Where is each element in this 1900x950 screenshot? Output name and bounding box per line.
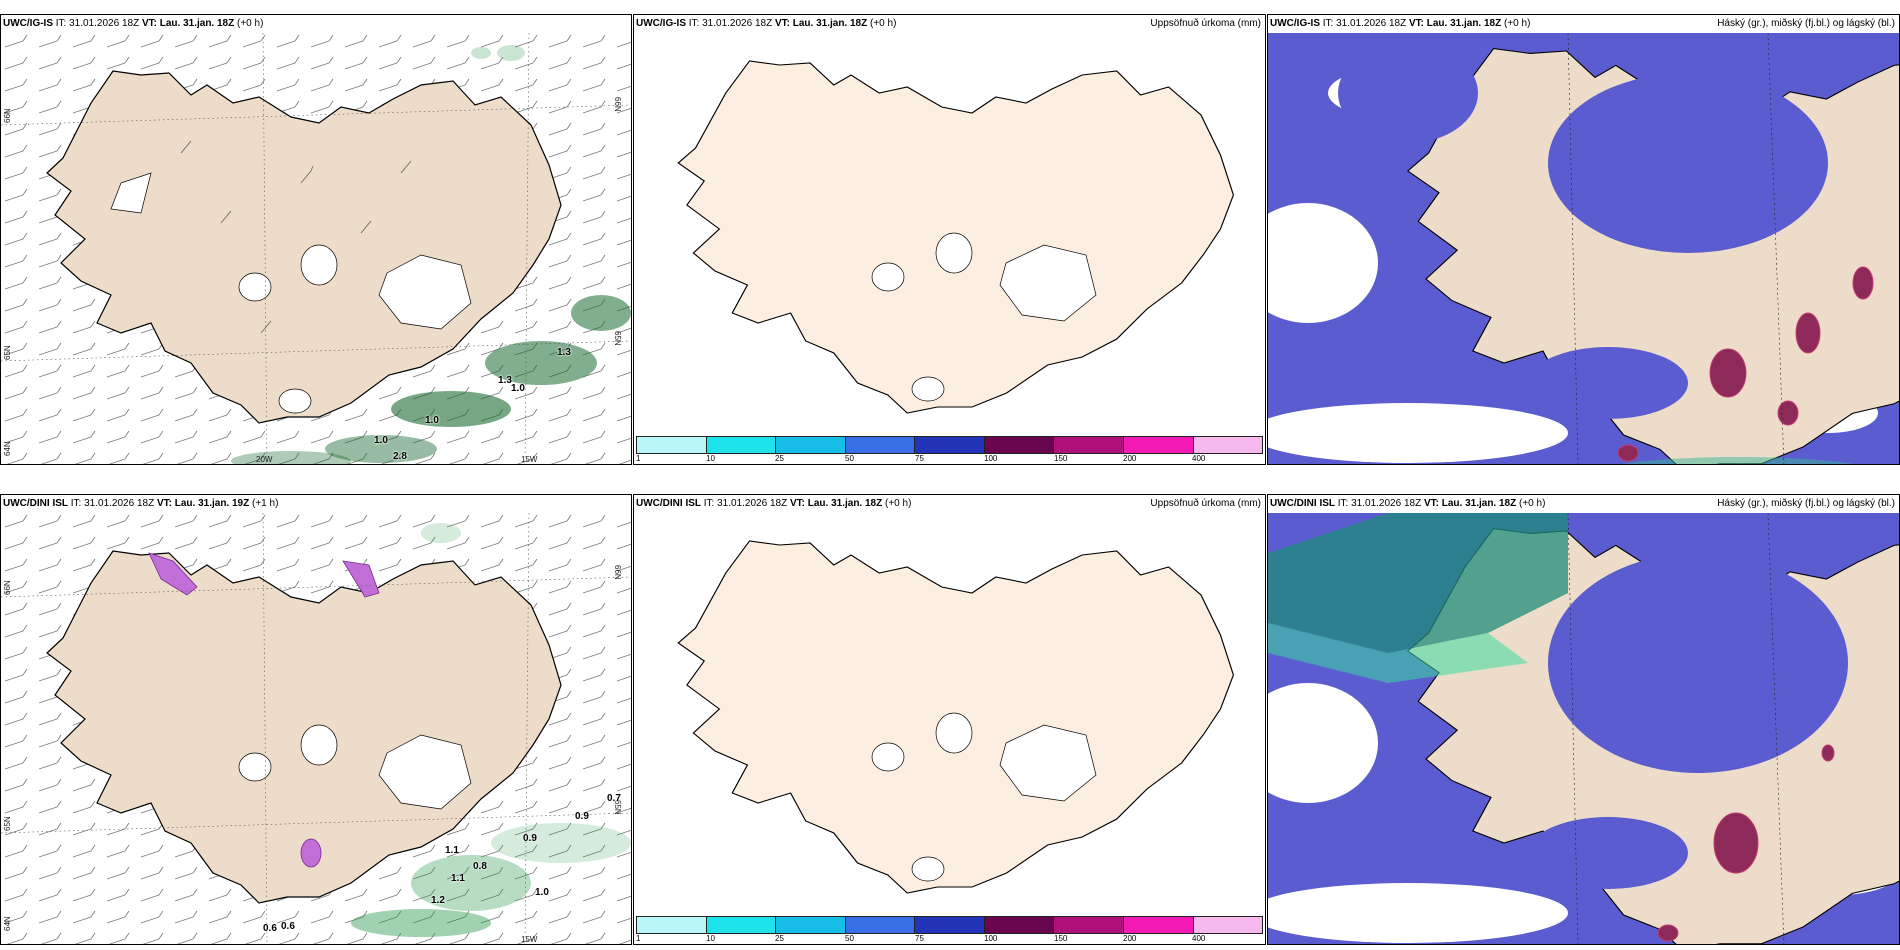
lat-label: 66N bbox=[613, 97, 623, 112]
precip-label: 1.2 bbox=[431, 895, 445, 906]
colorbar-swatch bbox=[845, 917, 916, 933]
colorbar-tick: 150 bbox=[1054, 454, 1068, 463]
colorbar-swatches bbox=[636, 436, 1263, 454]
lat-label: 66N bbox=[3, 108, 12, 123]
colorbar-swatch bbox=[915, 917, 985, 933]
colorbar-tick: 75 bbox=[915, 454, 924, 463]
lon-label: 20W bbox=[256, 455, 273, 464]
colorbar-tick: 1 bbox=[636, 454, 641, 463]
lat-label: 64N bbox=[3, 441, 12, 456]
iceland-map bbox=[634, 33, 1265, 434]
colorbar-swatch bbox=[637, 917, 707, 933]
colorbar-tick: 25 bbox=[775, 934, 784, 943]
colorbar: 1 10 25 50 75 100 150 200 400 bbox=[634, 914, 1265, 944]
cloud-map bbox=[1268, 33, 1899, 464]
colorbar-swatch bbox=[1193, 437, 1263, 453]
lat-label: 65N bbox=[3, 345, 12, 360]
colorbar-swatch bbox=[984, 917, 1055, 933]
precip-label: 0.8 bbox=[473, 861, 487, 872]
panel-title: UWC/IG-IS IT: 31.01.2026 18Z VT: Lau. 31… bbox=[1270, 18, 1531, 29]
precip-label: 2.8 bbox=[393, 451, 407, 462]
colorbar-tick: 200 bbox=[1123, 454, 1137, 463]
colorbar-swatch bbox=[845, 437, 916, 453]
precip-label: 0.6 bbox=[263, 923, 277, 934]
panel-accum-precip-top: UWC/IG-IS IT: 31.01.2026 18Z VT: Lau. 31… bbox=[633, 14, 1266, 465]
panel-field-title: Uppsöfnuð úrkoma (mm) bbox=[1150, 18, 1261, 29]
panel-field-title: Háský (gr.), miðský (fj.bl.) og lágský (… bbox=[1717, 498, 1895, 509]
panel-clouds-bottom: UWC/DINI ISL IT: 31.01.2026 18Z VT: Lau.… bbox=[1267, 494, 1900, 945]
panel-title: UWC/DINI ISL IT: 31.01.2026 18Z VT: Lau.… bbox=[3, 498, 279, 509]
precip-label: 0.9 bbox=[575, 811, 589, 822]
panel-field-title: Uppsöfnuð úrkoma (mm) bbox=[1150, 498, 1261, 509]
precip-label: 1.3 bbox=[498, 375, 512, 386]
colorbar-tick: 10 bbox=[706, 454, 715, 463]
cloud-map bbox=[1268, 513, 1899, 944]
colorbar-tick: 1 bbox=[636, 934, 641, 943]
precip-label: 1.1 bbox=[451, 873, 465, 884]
lon-label: 15W bbox=[521, 935, 538, 944]
colorbar-tick: 100 bbox=[984, 454, 998, 463]
colorbar-swatch bbox=[706, 437, 777, 453]
panel-field-title: Háský (gr.), miðský (fj.bl.) og lágský (… bbox=[1717, 18, 1895, 29]
panel-title: UWC/DINI ISL IT: 31.01.2026 18Z VT: Lau.… bbox=[1270, 498, 1546, 509]
colorbar-tick: 50 bbox=[845, 934, 854, 943]
iceland-map bbox=[1, 33, 631, 464]
colorbar-swatch bbox=[706, 917, 777, 933]
colorbar-swatch bbox=[776, 917, 846, 933]
colorbar: 1 10 25 50 75 100 150 200 400 bbox=[634, 434, 1265, 464]
colorbar-tick: 400 bbox=[1192, 934, 1206, 943]
precip-label: 1.0 bbox=[425, 415, 439, 426]
colorbar-tick: 50 bbox=[845, 454, 854, 463]
colorbar-swatch bbox=[637, 437, 707, 453]
precip-label: 1.0 bbox=[374, 435, 388, 446]
lat-label: 66N bbox=[3, 580, 12, 595]
colorbar-tick: 400 bbox=[1192, 454, 1206, 463]
colorbar-swatch bbox=[1193, 917, 1263, 933]
precip-label: 1.3 bbox=[557, 347, 571, 358]
colorbar-swatch bbox=[1054, 917, 1124, 933]
precip-label: 1.0 bbox=[511, 383, 525, 394]
colorbar-swatch bbox=[776, 437, 846, 453]
colorbar-swatch bbox=[984, 437, 1055, 453]
precip-label: 1.0 bbox=[535, 887, 549, 898]
lat-label: 64N bbox=[3, 916, 12, 931]
panel-title: UWC/DINI ISL IT: 31.01.2026 18Z VT: Lau.… bbox=[636, 498, 912, 509]
iceland-map bbox=[634, 513, 1265, 914]
colorbar-tick: 10 bbox=[706, 934, 715, 943]
colorbar-tick: 150 bbox=[1054, 934, 1068, 943]
panel-wind-precip-top: UWC/IG-IS IT: 31.01.2026 18Z VT: Lau. 31… bbox=[0, 14, 632, 465]
colorbar-tick: 25 bbox=[775, 454, 784, 463]
panel-title: UWC/IG-IS IT: 31.01.2026 18Z VT: Lau. 31… bbox=[3, 18, 264, 29]
panel-accum-precip-bottom: UWC/DINI ISL IT: 31.01.2026 18Z VT: Lau.… bbox=[633, 494, 1266, 945]
iceland-map bbox=[1, 513, 631, 944]
precip-label: 0.9 bbox=[523, 833, 537, 844]
colorbar-tick: 200 bbox=[1123, 934, 1137, 943]
colorbar-tick: 100 bbox=[984, 934, 998, 943]
lat-label: 66N bbox=[613, 565, 623, 580]
precip-label: 1.1 bbox=[445, 845, 459, 856]
colorbar-swatch bbox=[915, 437, 985, 453]
colorbar-swatch bbox=[1123, 437, 1194, 453]
precip-label: 0.6 bbox=[281, 921, 295, 932]
lon-label: 15W bbox=[521, 455, 538, 464]
panel-clouds-top: UWC/IG-IS IT: 31.01.2026 18Z VT: Lau. 31… bbox=[1267, 14, 1900, 465]
colorbar-swatch bbox=[1123, 917, 1194, 933]
lat-label: 65N bbox=[3, 816, 12, 831]
panel-title: UWC/IG-IS IT: 31.01.2026 18Z VT: Lau. 31… bbox=[636, 18, 897, 29]
panel-wind-precip-bottom: UWC/DINI ISL IT: 31.01.2026 18Z VT: Lau.… bbox=[0, 494, 632, 945]
colorbar-tick: 75 bbox=[915, 934, 924, 943]
lat-label: 65N bbox=[613, 331, 623, 346]
colorbar-swatches bbox=[636, 916, 1263, 934]
colorbar-swatch bbox=[1054, 437, 1124, 453]
precip-label: 0.7 bbox=[607, 793, 621, 804]
